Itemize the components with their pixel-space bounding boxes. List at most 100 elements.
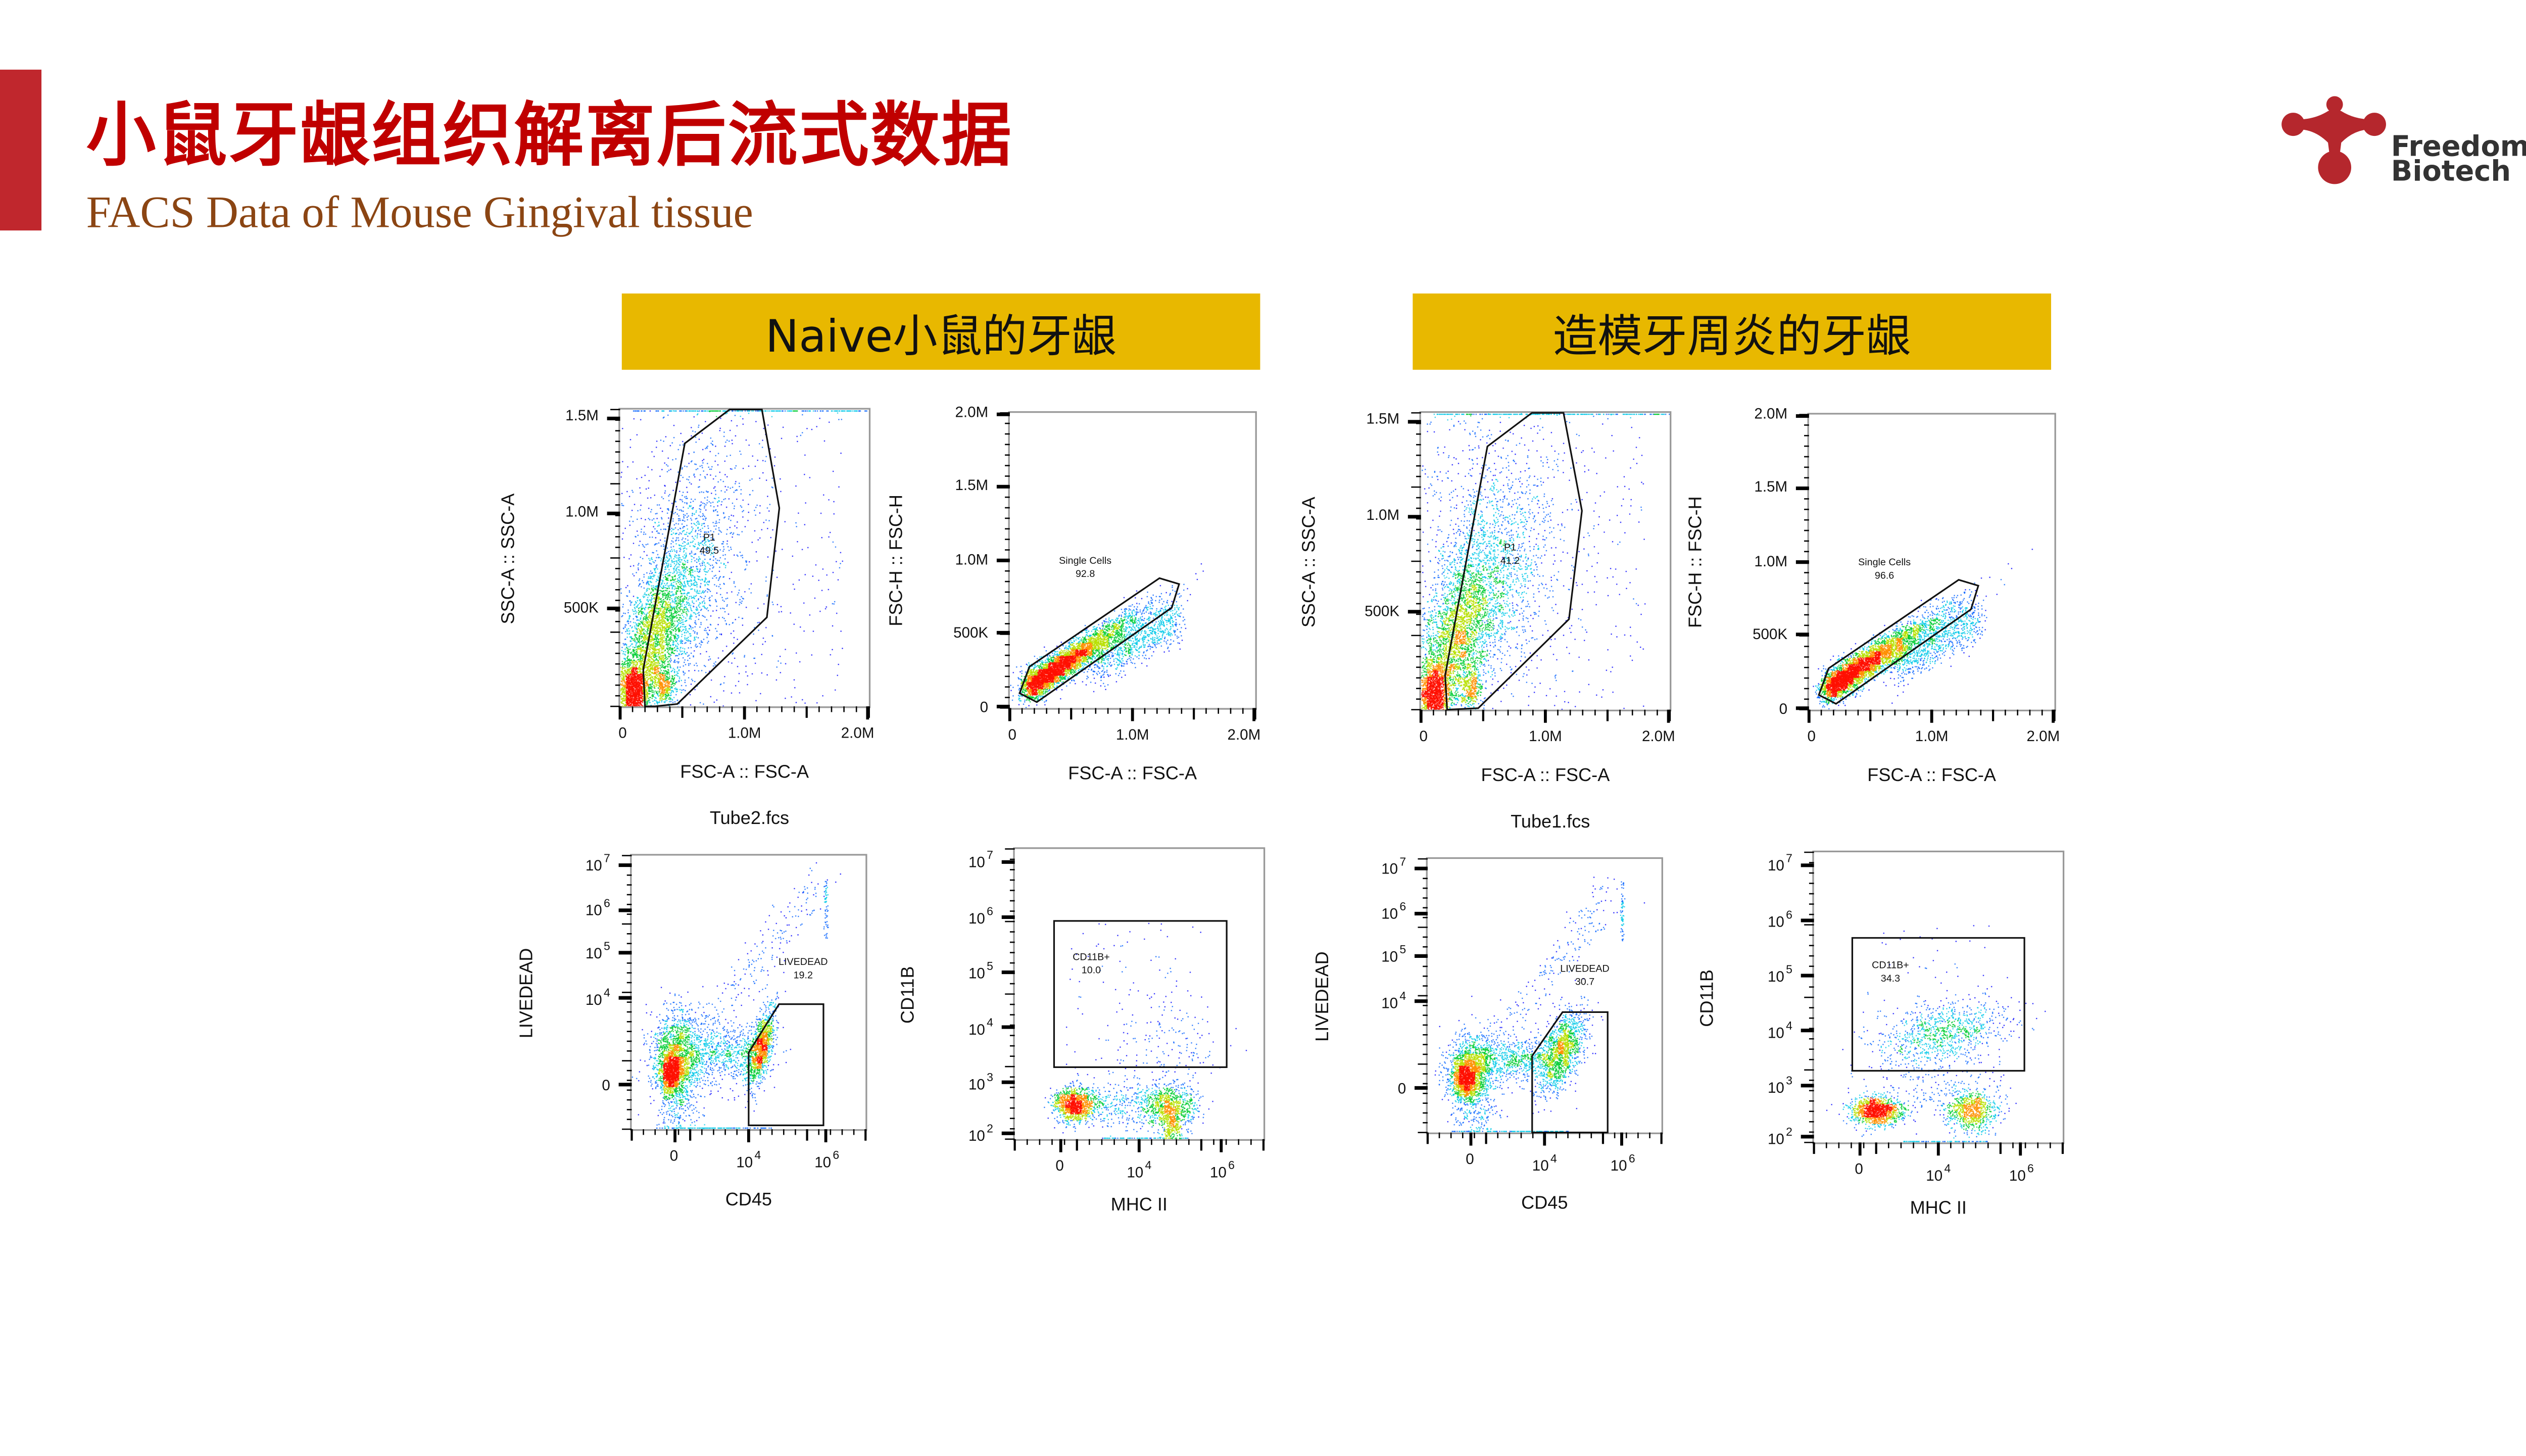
tick-label-exponent: 6 <box>1399 902 1406 914</box>
x-axis-label: MHC II <box>1110 1195 1168 1216</box>
tick-label: 1.0M <box>1754 554 1787 570</box>
tick-label-base: 10 <box>1767 1080 1784 1097</box>
tick-label: 1.0M <box>955 552 988 568</box>
tick-label: 10 6 <box>1381 903 1406 925</box>
tick-label-base: 10 <box>814 1154 832 1171</box>
gate-name: CD11B+ <box>1872 962 1909 973</box>
tick-label-base: 1.5M <box>1754 478 1788 495</box>
x-axis-label: CD45 <box>1521 1194 1568 1214</box>
tick-label: 10 5 <box>586 942 610 964</box>
y-axis-label: LIVEDEAD <box>517 947 538 1038</box>
tick-label-base: 10 <box>968 965 985 982</box>
tick-label: 0 <box>1419 729 1427 745</box>
tick-label: 2.0M <box>1754 406 1787 422</box>
tick-label-exponent: 6 <box>603 899 610 911</box>
tick-label-base: 2.0M <box>955 403 989 420</box>
gate-label: Single Cells 96.6 <box>1858 558 1911 585</box>
tick-label-base: 0 <box>1055 1157 1064 1174</box>
tick-label: 0 <box>1466 1151 1474 1168</box>
logo-text-line: Freedom <box>2391 131 2526 164</box>
group-header-label: Naive小鼠的牙龈 <box>765 311 1117 363</box>
plot-overlay <box>996 412 1256 721</box>
tick-label: 1.0M <box>728 725 761 742</box>
gate-polygon[interactable] <box>1818 578 1979 705</box>
flow-plot <box>1801 850 2065 1156</box>
tick-label: 1.0M <box>1529 729 1562 745</box>
tick-label-base: 10 <box>1532 1157 1549 1174</box>
tick-label-exponent: 4 <box>1944 1164 1951 1176</box>
tick-label-base: 1.0M <box>1115 726 1149 743</box>
tick-label: 10 4 <box>1127 1160 1151 1182</box>
tick-label-exponent: 5 <box>603 942 610 954</box>
gate-polygon[interactable] <box>748 1003 824 1127</box>
tick-label: 2.0M <box>1642 729 1675 745</box>
tick-label-base: 500K <box>1365 603 1400 620</box>
tick-label: 1.5M <box>565 409 599 424</box>
tick-label-base: 10 <box>1767 913 1784 930</box>
tick-label: 0 <box>1055 1157 1064 1174</box>
gate-label: LIVEDEAD 30.7 <box>1560 963 1609 990</box>
tick-label: 10 6 <box>814 1151 839 1173</box>
tick-label-base: 10 <box>1767 1024 1784 1041</box>
tick-label: 0 <box>980 700 988 716</box>
sample-file-name: Tube1.fcs <box>1511 812 1590 833</box>
gate-polygon[interactable] <box>642 409 781 707</box>
flow-plot <box>996 411 1257 721</box>
tick-label: 1.5M <box>1366 412 1399 428</box>
tick-label: 10 4 <box>1767 1021 1792 1043</box>
gate-label: Single Cells 92.8 <box>1059 556 1111 583</box>
gate-polygon[interactable] <box>1851 937 2025 1072</box>
tick-label: 1.0M <box>565 505 599 521</box>
gate-label: CD11B+ 10.0 <box>1073 951 1110 978</box>
scatter-points <box>1009 413 1255 708</box>
tick-label-base: 0 <box>602 1076 610 1093</box>
flow-plot <box>1407 411 1672 723</box>
tick-label: 0 <box>618 725 626 742</box>
tick-label: 10 4 <box>1381 991 1406 1013</box>
tick-label-base: 2.0M <box>1227 726 1261 743</box>
freedom-biotech-logo-icon <box>2281 96 2386 184</box>
tick-label-base: 10 <box>1381 860 1398 877</box>
tick-label-base: 10 <box>1381 949 1398 966</box>
logo-text-line: Biotech <box>2391 156 2511 189</box>
tick-label: 1.0M <box>1366 508 1399 524</box>
tick-label: 500K <box>1753 627 1787 643</box>
tick-label: 10 6 <box>1210 1160 1235 1182</box>
gate-polygon[interactable] <box>1018 577 1181 703</box>
plot-overlay <box>1001 848 1265 1152</box>
gate-polygon[interactable] <box>1444 412 1583 711</box>
tick-label: 1.5M <box>1754 478 1788 495</box>
y-axis-label: SSC-A :: SSC-A <box>1300 496 1320 627</box>
gate-label: CD11B+ 34.3 <box>1872 960 1909 987</box>
scatter-points <box>1809 414 2055 710</box>
tick-label-exponent: 6 <box>987 906 993 918</box>
tick-label: 10 5 <box>1768 965 1792 987</box>
tick-label-base: 10 <box>1381 994 1398 1011</box>
gate-polygon[interactable] <box>1053 920 1228 1068</box>
tick-label-base: 500K <box>563 600 599 617</box>
tick-label-base: 10 <box>968 909 985 927</box>
tick-label: 500K <box>1365 603 1400 620</box>
tick-label-base: 10 <box>1767 857 1784 874</box>
y-axis-label: CD11B <box>898 965 919 1023</box>
tick-label-exponent: 4 <box>1399 991 1406 1003</box>
gate-name: Single Cells <box>1858 559 1911 570</box>
x-axis-label: FSC-A :: FSC-A <box>1481 766 1610 786</box>
plot-overlay <box>1414 858 1663 1146</box>
tick-label-exponent: 5 <box>1399 945 1406 957</box>
tick-label: 10 7 <box>586 854 610 876</box>
tick-label: 1.0M <box>1115 726 1149 743</box>
slide-title: 小鼠牙龈组织解离后流式数据 <box>86 94 1013 176</box>
tick-label-base: 10 <box>968 1021 985 1038</box>
gate-polygon[interactable] <box>1531 1011 1609 1134</box>
tick-label: 10 6 <box>586 899 610 921</box>
tick-label-exponent: 4 <box>1786 1021 1792 1033</box>
tick-label: 500K <box>563 600 599 617</box>
tick-label-base: 10 <box>2009 1167 2026 1184</box>
tick-label-exponent: 5 <box>1786 965 1792 977</box>
tick-label-exponent: 3 <box>987 1073 993 1085</box>
tick-label-exponent: 7 <box>1399 857 1406 869</box>
tick-label: 10 4 <box>968 1017 993 1039</box>
plot-overlay <box>618 855 867 1143</box>
